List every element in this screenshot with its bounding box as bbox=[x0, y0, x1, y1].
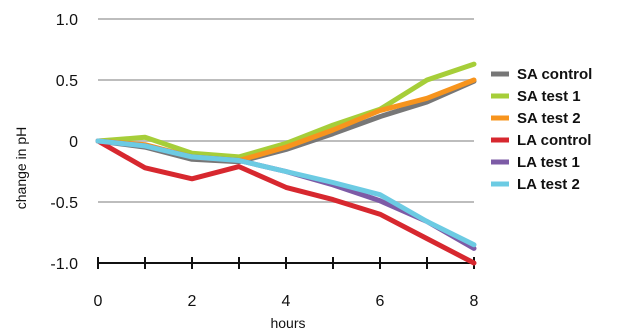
legend-item: SA control bbox=[491, 66, 592, 83]
x-tick-label: 0 bbox=[94, 293, 103, 310]
legend-item: LA test 1 bbox=[491, 154, 580, 171]
gridlines bbox=[98, 18, 474, 203]
legend-item: LA control bbox=[491, 132, 591, 149]
legend-item: LA test 2 bbox=[491, 176, 580, 193]
x-tick-label: 8 bbox=[470, 293, 479, 310]
legend-label: SA test 2 bbox=[517, 110, 581, 127]
series-lines bbox=[95, 61, 477, 266]
legend: SA control SA test 1 SA test 2 LA control LA… bbox=[491, 66, 592, 193]
x-tick-label: 4 bbox=[282, 293, 291, 310]
y-tick-label: -1.0 bbox=[50, 256, 78, 273]
y-tick-label: 0 bbox=[69, 134, 78, 151]
legend-label: LA test 1 bbox=[517, 154, 580, 171]
y-tick-label: 1.0 bbox=[56, 12, 78, 29]
y-axis-title: change in pH bbox=[13, 127, 29, 210]
x-axis-title: hours bbox=[270, 315, 305, 331]
x-tick-label: 6 bbox=[376, 293, 385, 310]
series-line-sa-test-1 bbox=[95, 61, 477, 160]
legend-item: SA test 1 bbox=[491, 88, 581, 105]
tick-labels: 1.0 0.5 0 -0.5 -1.0 0 2 4 6 8 bbox=[50, 12, 478, 310]
legend-label: LA control bbox=[517, 132, 591, 149]
y-tick-label: 0.5 bbox=[56, 73, 78, 90]
x-tick-label: 2 bbox=[188, 293, 197, 310]
x-axis bbox=[97, 257, 475, 269]
legend-label: SA control bbox=[517, 66, 592, 83]
series-line-la-control bbox=[95, 138, 477, 266]
legend-label: SA test 1 bbox=[517, 88, 581, 105]
y-tick-label: -0.5 bbox=[50, 195, 78, 212]
legend-item: SA test 2 bbox=[491, 110, 581, 127]
series-line-la-test-2 bbox=[95, 138, 477, 248]
legend-label: LA test 2 bbox=[517, 176, 580, 193]
